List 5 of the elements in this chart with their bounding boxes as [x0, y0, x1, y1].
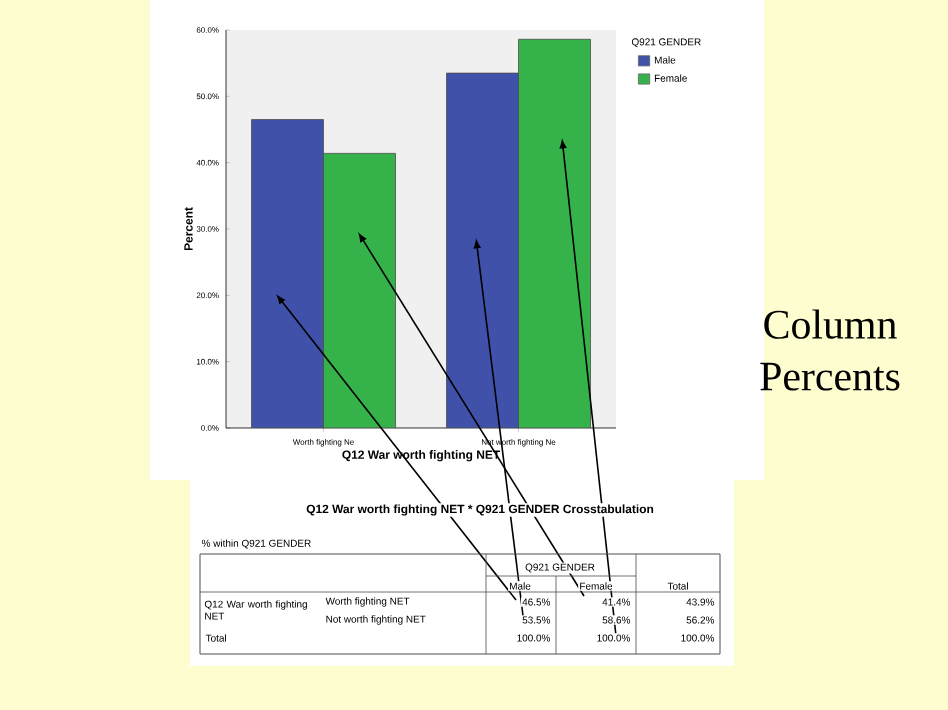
bar: [518, 38, 591, 428]
bar: [446, 72, 519, 428]
bar: [251, 119, 324, 428]
text: Column Percents: [760, 309, 900, 391]
bar: [323, 152, 396, 428]
